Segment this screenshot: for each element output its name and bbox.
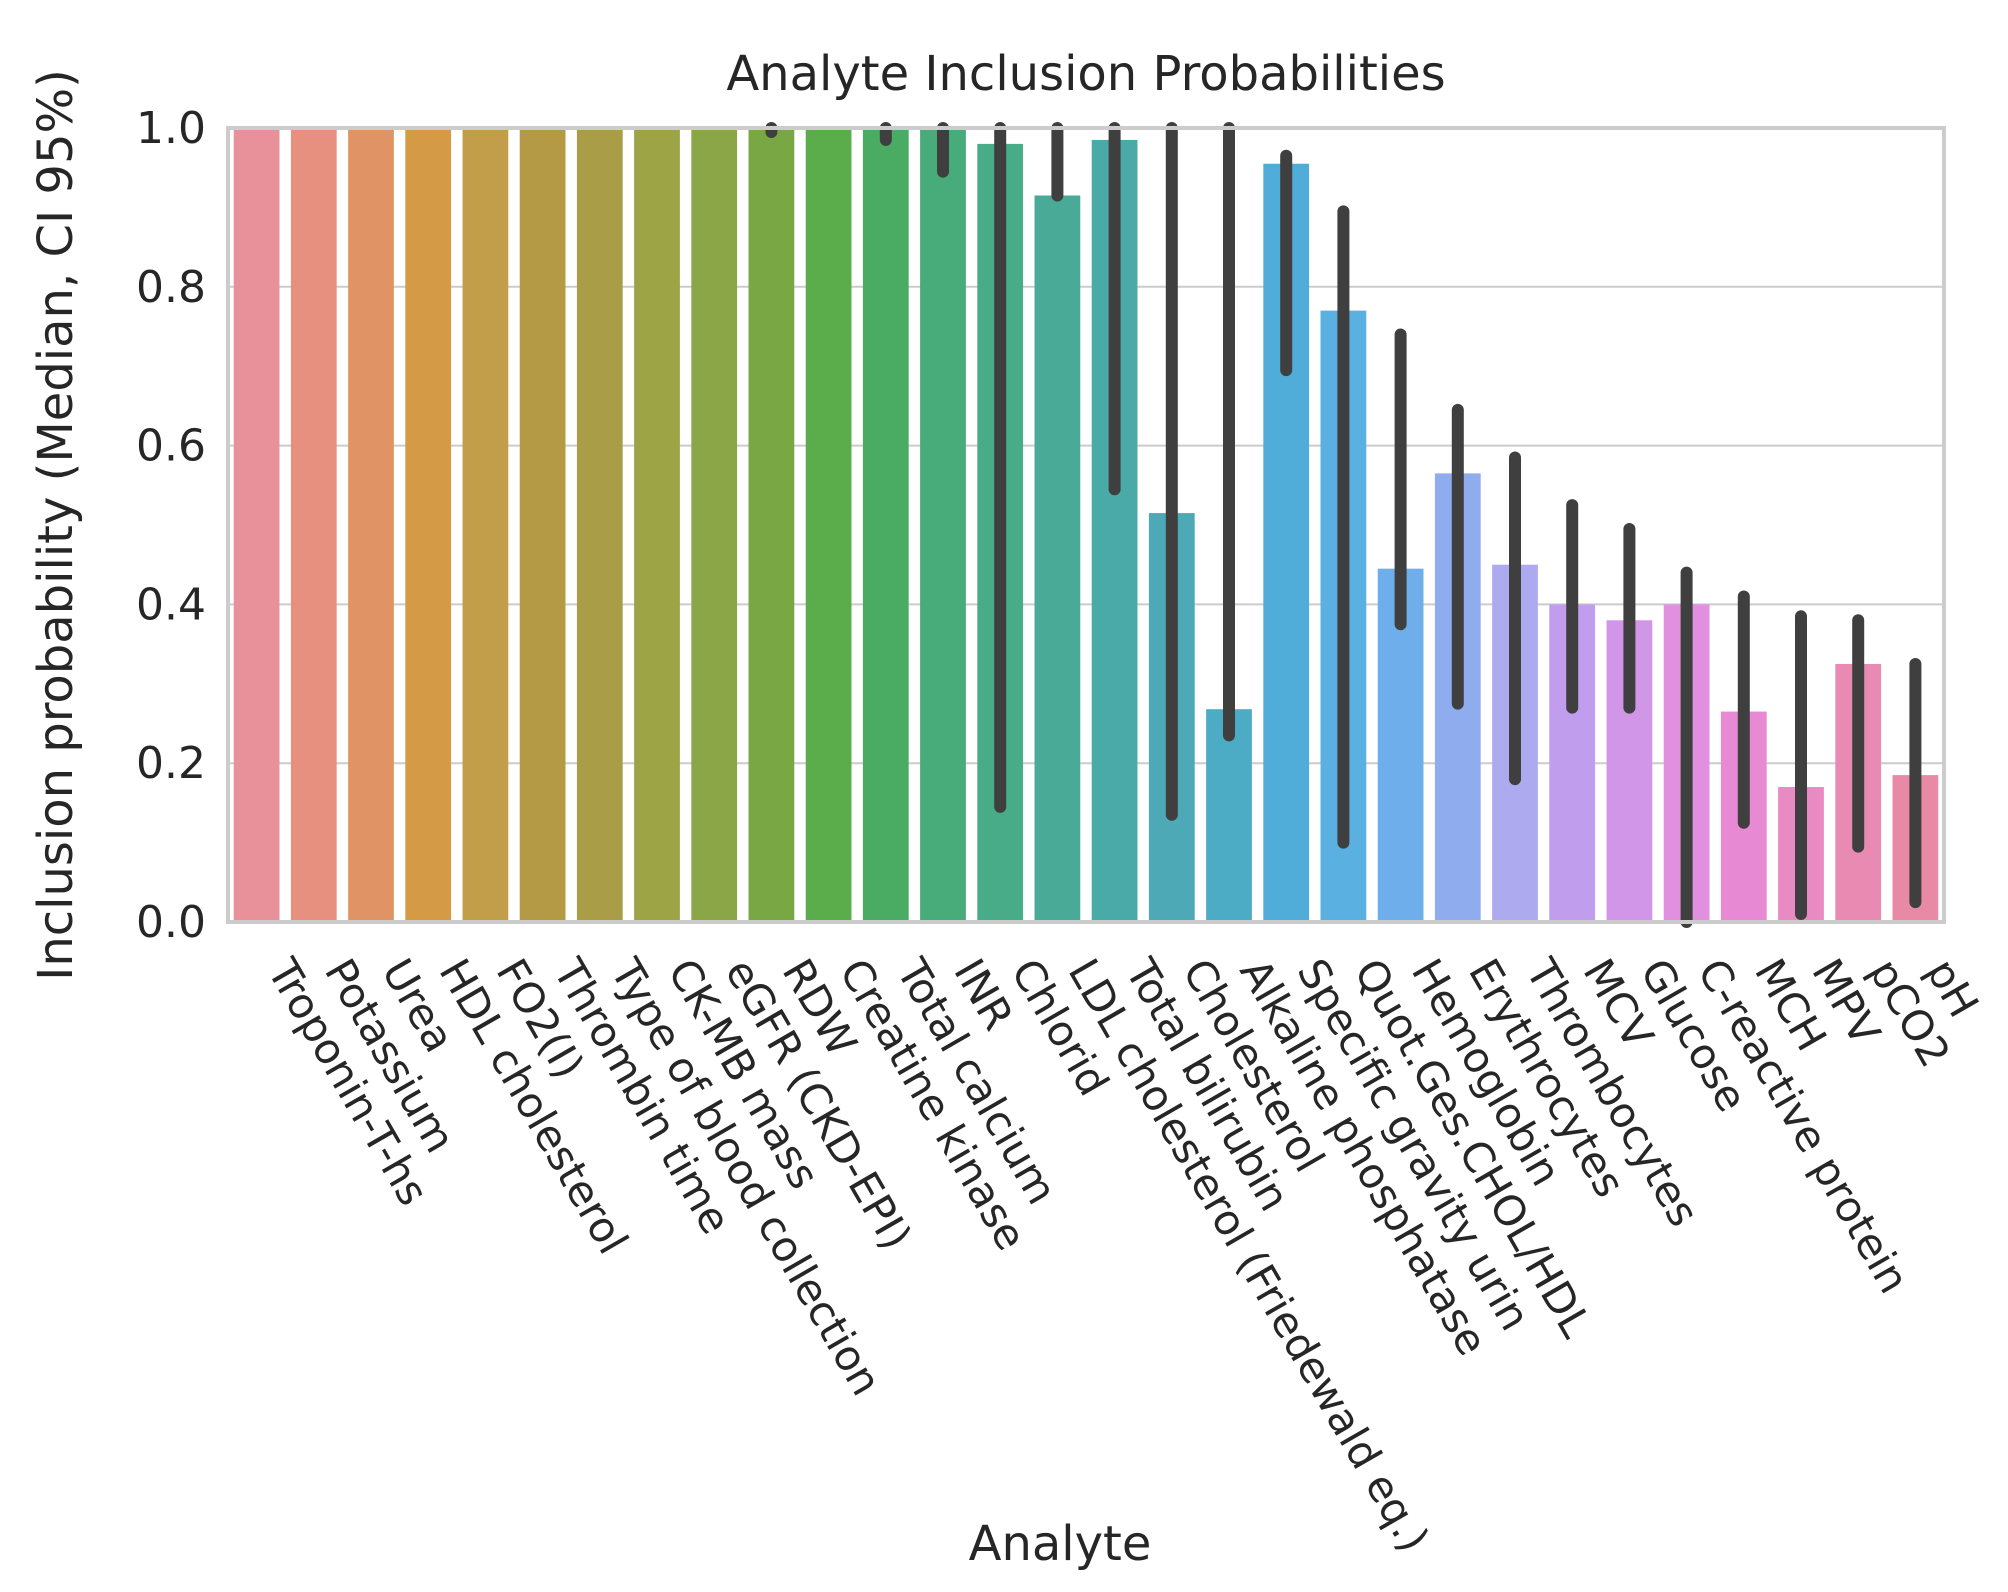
y-tick-label-3: 0.6 [136, 421, 206, 472]
bar-1 [290, 128, 337, 922]
plot-frame [226, 126, 1946, 924]
error-bars [765, 122, 1922, 928]
y-tick-label-0: 0.0 [136, 897, 206, 948]
x-axis-label: Analyte [969, 1516, 1152, 1572]
y-tick-label-4: 0.8 [136, 262, 206, 313]
bar-8 [691, 128, 738, 922]
bar-3 [405, 128, 452, 922]
bar-4 [462, 128, 509, 922]
bar-14 [1034, 195, 1081, 923]
chart-title: Analyte Inclusion Probabilities [726, 46, 1445, 102]
bar-2 [348, 128, 394, 922]
bar-17 [1206, 709, 1252, 922]
bar-6 [576, 128, 623, 922]
bar-12 [920, 128, 966, 922]
bar-7 [634, 128, 680, 922]
y-tick-label-5: 1.0 [136, 103, 206, 154]
bar-5 [519, 128, 566, 922]
bar-10 [805, 128, 852, 922]
y-tick-label-1: 0.2 [136, 738, 206, 789]
bar-0 [233, 128, 280, 922]
y-tick-label-2: 0.4 [136, 579, 206, 630]
bar-9 [748, 128, 795, 922]
y-axis-label: Inclusion probability (Median, CI 95%) [28, 69, 84, 981]
bar-11 [862, 128, 909, 922]
y-tick-labels: 0.0 0.2 0.4 0.6 0.8 1.0 [136, 103, 206, 948]
